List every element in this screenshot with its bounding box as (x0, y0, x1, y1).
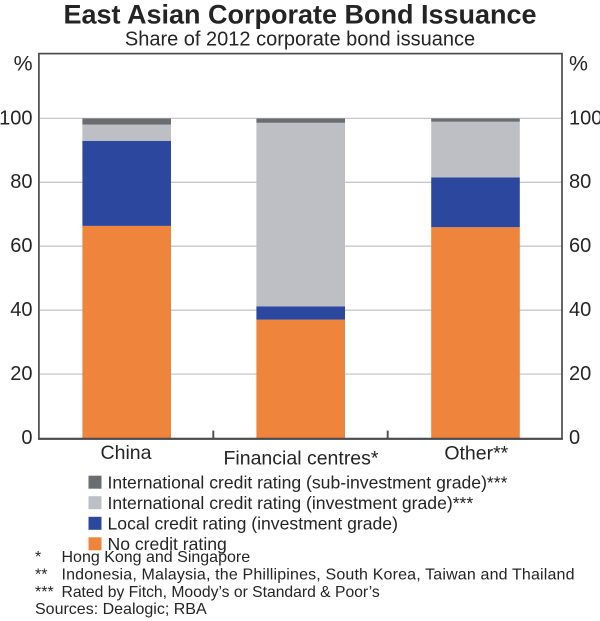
svg-text:*: * (35, 549, 41, 566)
svg-text:0: 0 (569, 427, 580, 449)
svg-text:60: 60 (10, 235, 32, 257)
svg-text:40: 40 (569, 299, 591, 321)
svg-text:Sources: Dealogic; RBA: Sources: Dealogic; RBA (35, 601, 207, 618)
svg-text:0: 0 (21, 427, 32, 449)
svg-text:Local credit rating (investmen: Local credit rating (investment grade) (108, 514, 398, 534)
svg-text:100: 100 (569, 107, 600, 129)
svg-text:East Asian Corporate Bond Issu: East Asian Corporate Bond Issuance (63, 0, 536, 30)
svg-text:20: 20 (10, 363, 32, 385)
svg-text:Other**: Other** (444, 443, 508, 465)
svg-text:Rated by Fitch, Moody’s or Sta: Rated by Fitch, Moody’s or Standard & Po… (62, 584, 380, 601)
svg-text:40: 40 (10, 299, 32, 321)
svg-text:***: *** (35, 584, 54, 601)
svg-text:International credit rating (s: International credit rating (sub-investm… (108, 473, 508, 493)
svg-text:100: 100 (0, 107, 33, 129)
svg-text:No credit rating: No credit rating (108, 534, 227, 554)
svg-text:Financial centres*: Financial centres* (224, 448, 379, 470)
svg-text:Hong Kong and Singapore: Hong Kong and Singapore (62, 549, 251, 566)
svg-text:**: ** (35, 567, 47, 584)
svg-text:%: % (569, 52, 588, 76)
svg-text:International credit rating (i: International credit rating (investment … (108, 493, 474, 513)
svg-text:20: 20 (569, 363, 591, 385)
svg-text:China: China (101, 442, 152, 464)
svg-text:60: 60 (569, 235, 591, 257)
svg-text:80: 80 (10, 171, 32, 193)
svg-text:Indonesia, Malaysia, the Phill: Indonesia, Malaysia, the Phillipines, So… (62, 567, 575, 584)
svg-text:%: % (14, 52, 33, 76)
svg-text:80: 80 (569, 171, 591, 193)
svg-text:Share of 2012 corporate bond i: Share of 2012 corporate bond issuance (125, 29, 475, 51)
